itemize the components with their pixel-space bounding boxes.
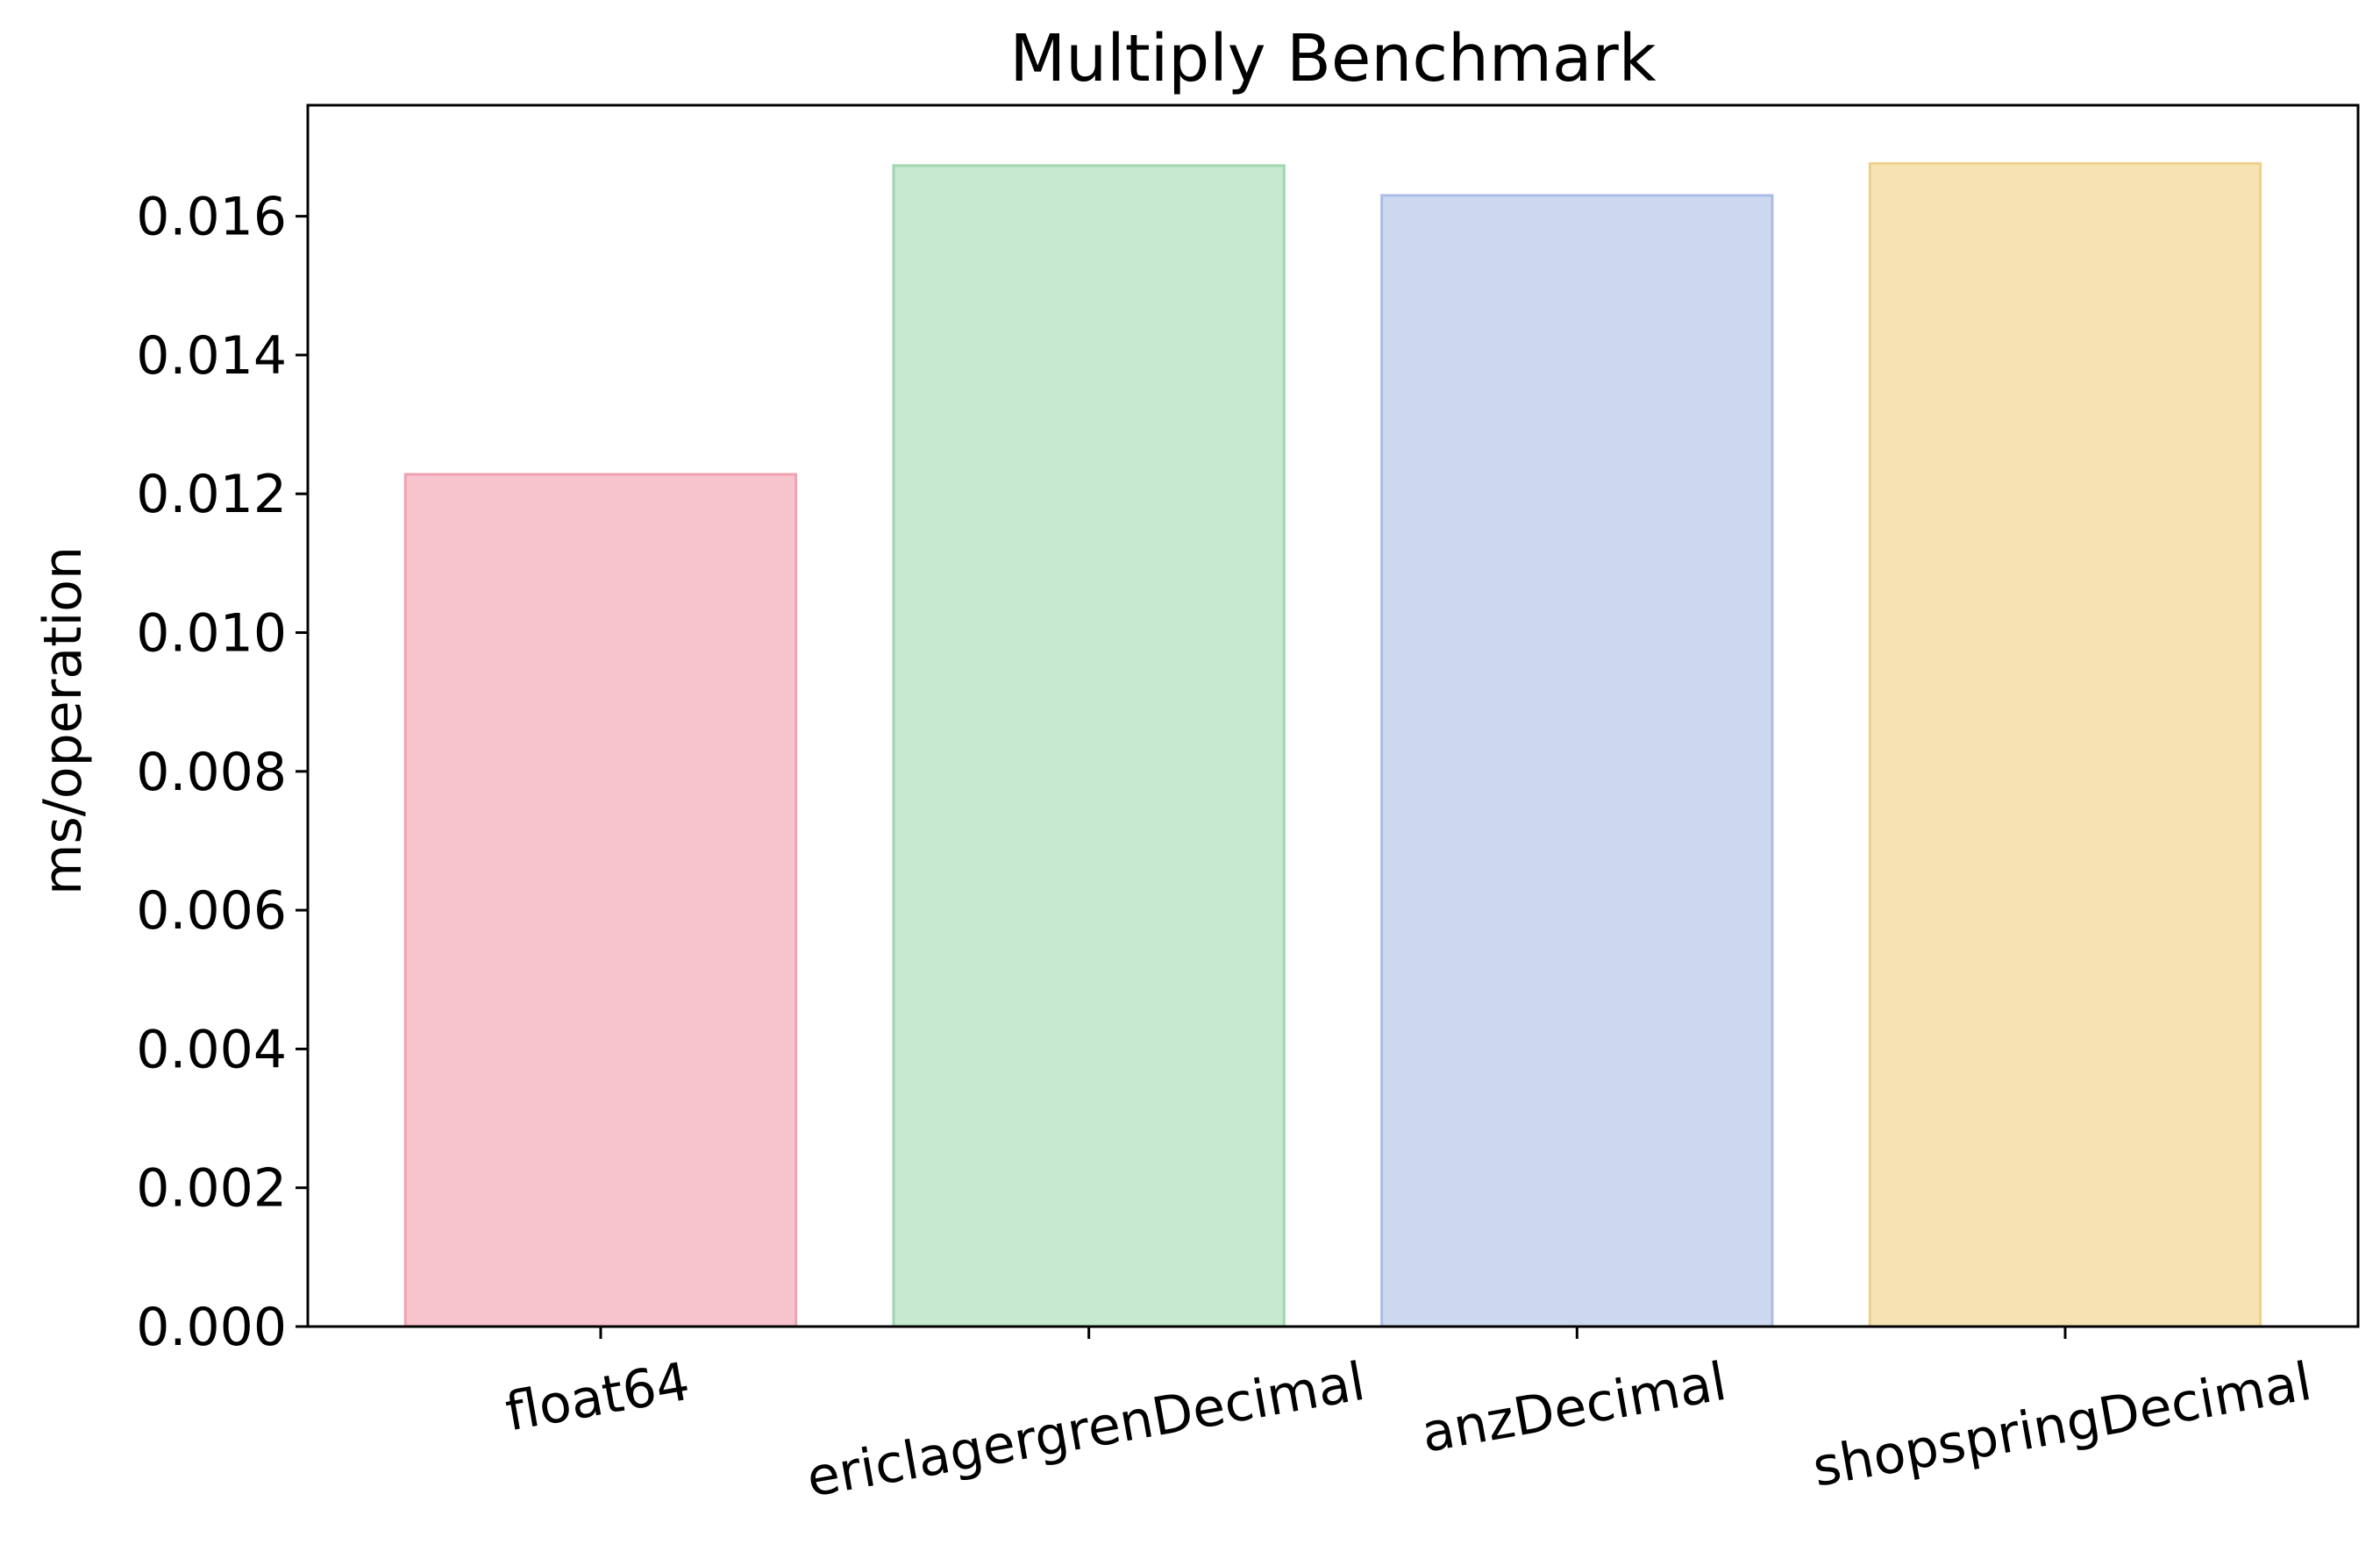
bar-shopspringDecimal xyxy=(1868,161,2262,1328)
y-tick-label: 0.004 xyxy=(136,1019,287,1080)
y-tick-label: 0.006 xyxy=(136,880,287,942)
bars-layer xyxy=(403,161,2262,1328)
y-axis-ticks: 0.000 0.002 0.004 0.006 0.008 0.010 0.012 0.014… xyxy=(136,187,308,1358)
y-tick-label: 0.016 xyxy=(136,187,287,248)
bar-ericlagergrenDecimal xyxy=(892,164,1286,1328)
plot-frame xyxy=(306,103,2360,1328)
bar-anzDecimal xyxy=(1380,194,1774,1328)
x-tick-label: anzDecimal xyxy=(1417,1351,1731,1465)
chart-title: Multiply Benchmark xyxy=(1009,21,1656,96)
y-tick-label: 0.014 xyxy=(136,325,287,387)
y-tick-label: 0.010 xyxy=(136,603,287,665)
x-tick-label: ericlagergrenDecimal xyxy=(802,1351,1370,1510)
y-tick-label: 0.000 xyxy=(136,1297,287,1358)
y-axis-label: ms/operation xyxy=(32,546,94,895)
bar-float64 xyxy=(403,473,798,1328)
x-tick-label: shopspringDecimal xyxy=(1808,1351,2316,1499)
x-axis-ticks: float64 ericlagergrenDecimal anzDecimal sho… xyxy=(501,1327,2316,1510)
x-tick-label: float64 xyxy=(501,1351,694,1444)
y-tick-label: 0.002 xyxy=(136,1158,287,1220)
y-tick-label: 0.012 xyxy=(136,464,287,525)
y-tick-label: 0.008 xyxy=(136,742,287,803)
